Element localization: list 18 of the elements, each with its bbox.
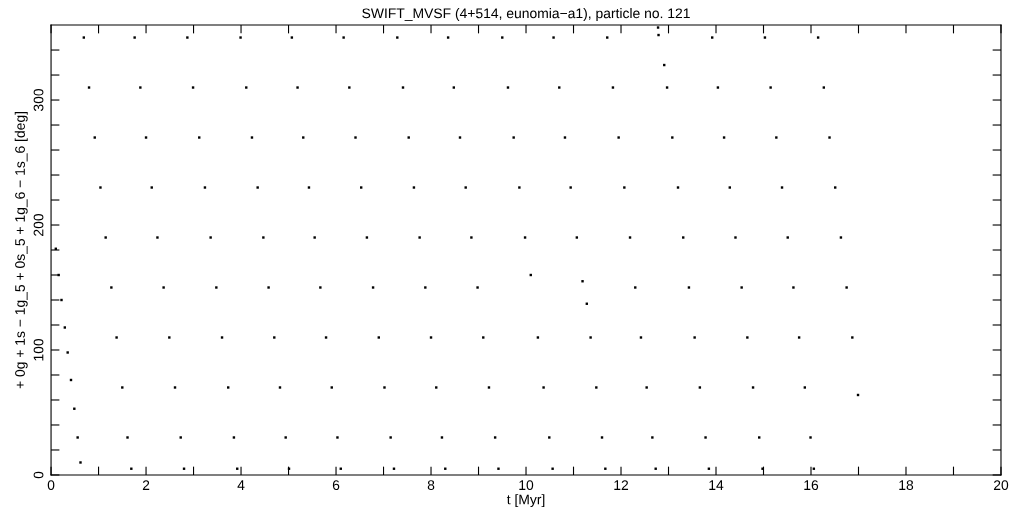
x-axis-title: t [Myr] <box>506 494 545 508</box>
y-tick-label: 200 <box>33 213 44 236</box>
x-tick-label: 14 <box>709 480 724 490</box>
y-tick-label: 300 <box>33 88 44 112</box>
x-tick-label: 2 <box>142 480 150 490</box>
y-tick-label: 0 <box>33 471 44 479</box>
x-tick-label: 8 <box>427 480 435 491</box>
y-tick-label: 100 <box>33 338 44 361</box>
x-tick-label: 10 <box>519 480 534 491</box>
chart-title: SWIFT_MVSF (4+514, eunomia−a1), particle no. 121 <box>362 8 690 21</box>
x-tick-label: 12 <box>614 480 629 490</box>
x-tick-label: 18 <box>899 480 914 491</box>
y-axis-title: + 0g + 1s − 1g_5 + 0s_5 + 1g_6 − 1s_6 [deg] <box>14 111 28 389</box>
x-tick-label: 0 <box>47 480 55 491</box>
x-tick-label: 6 <box>332 480 340 491</box>
x-tick-label: 16 <box>804 480 819 491</box>
x-tick-label: 4 <box>237 480 245 490</box>
x-tick-label: 20 <box>993 480 1009 491</box>
